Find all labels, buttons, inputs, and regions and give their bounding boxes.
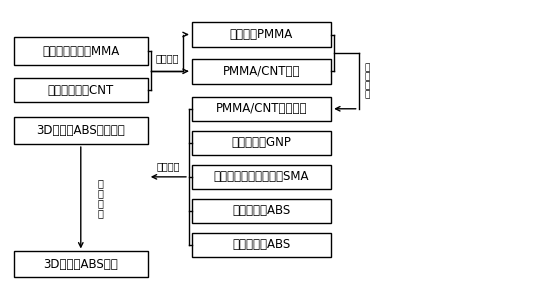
Bar <box>14 78 148 102</box>
Text: 本体悬浮法ABS: 本体悬浮法ABS <box>232 204 290 217</box>
Text: 3D打印用ABS料条: 3D打印用ABS料条 <box>44 258 118 271</box>
Bar <box>192 131 331 155</box>
Text: 高流动性PMMA: 高流动性PMMA <box>230 28 293 41</box>
Text: 熔
融
共
混: 熔 融 共 混 <box>364 63 369 99</box>
Text: 苯乙烯马来酸酐共聚物SMA: 苯乙烯马来酸酐共聚物SMA <box>213 170 309 183</box>
Text: 挤
塑
成
型: 挤 塑 成 型 <box>97 178 103 218</box>
Bar <box>192 59 331 83</box>
Text: 本体聚合: 本体聚合 <box>155 53 179 63</box>
Bar <box>192 96 331 121</box>
Text: 3D打印用ABS复合材料: 3D打印用ABS复合材料 <box>36 124 125 137</box>
Text: 石墨烯微片GNP: 石墨烯微片GNP <box>232 136 291 149</box>
Bar <box>192 233 331 257</box>
Text: PMMA/CNT复合材料: PMMA/CNT复合材料 <box>216 102 307 115</box>
Text: 甲基丙烯酸甲酯MMA: 甲基丙烯酸甲酯MMA <box>42 45 119 58</box>
Bar <box>14 117 148 144</box>
Text: 乳液接枝法ABS: 乳液接枝法ABS <box>232 238 290 251</box>
Text: 多壁碳纳米管CNT: 多壁碳纳米管CNT <box>48 83 114 96</box>
Bar <box>14 37 148 65</box>
Text: 熔融共混: 熔融共混 <box>156 161 180 171</box>
Bar <box>192 199 331 223</box>
Text: PMMA/CNT母粒: PMMA/CNT母粒 <box>223 65 300 78</box>
Bar <box>192 165 331 189</box>
Bar <box>14 251 148 277</box>
Bar <box>192 21 331 48</box>
